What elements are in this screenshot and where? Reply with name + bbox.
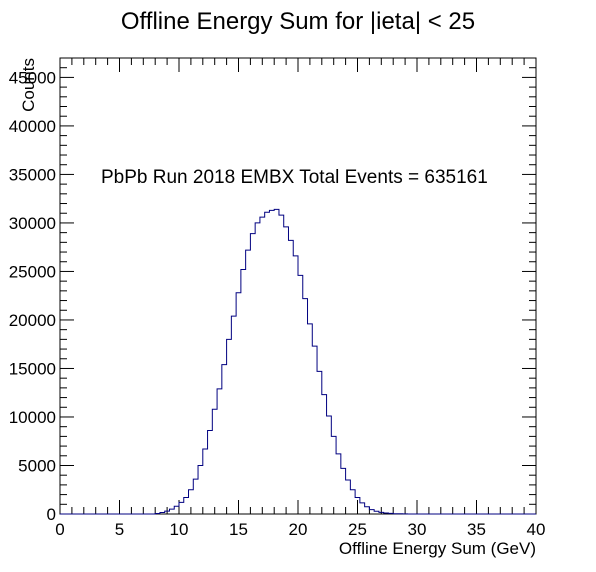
axis-ticks [59, 57, 537, 515]
y-tick-label: 5000 [18, 456, 56, 475]
y-tick-label: 40000 [9, 117, 56, 136]
x-tick-label: 35 [467, 520, 486, 539]
y-tick-label: 30000 [9, 214, 56, 233]
y-tick-label: 25000 [9, 262, 56, 281]
y-tick-label: 15000 [9, 359, 56, 378]
y-axis-label: Counts [19, 58, 38, 112]
x-tick-label: 30 [408, 520, 427, 539]
run-annotation: PbPb Run 2018 EMBX Total Events = 635161 [101, 167, 488, 188]
y-tick-labels: 0 5000 10000 15000 20000 25000 30000 35000 40000… [9, 68, 56, 524]
x-tick-label: 0 [55, 520, 64, 539]
y-tick-label: 35000 [9, 165, 56, 184]
histogram-series [60, 208, 536, 515]
x-tick-label: 5 [115, 520, 124, 539]
chart-title: Offline Energy Sum for |ieta| < 25 [121, 8, 475, 35]
x-tick-label: 25 [348, 520, 367, 539]
y-tick-label: 10000 [9, 408, 56, 427]
x-tick-label: 40 [527, 520, 546, 539]
y-tick-label: 0 [47, 505, 56, 524]
x-tick-label: 20 [289, 520, 308, 539]
y-tick-label: 45000 [9, 68, 56, 87]
x-tick-labels: 0 5 10 15 20 25 30 35 40 [55, 520, 545, 539]
x-tick-label: 10 [170, 520, 189, 539]
x-tick-label: 15 [229, 520, 248, 539]
x-axis-label: Offline Energy Sum (GeV) [339, 539, 536, 558]
y-tick-label: 20000 [9, 311, 56, 330]
